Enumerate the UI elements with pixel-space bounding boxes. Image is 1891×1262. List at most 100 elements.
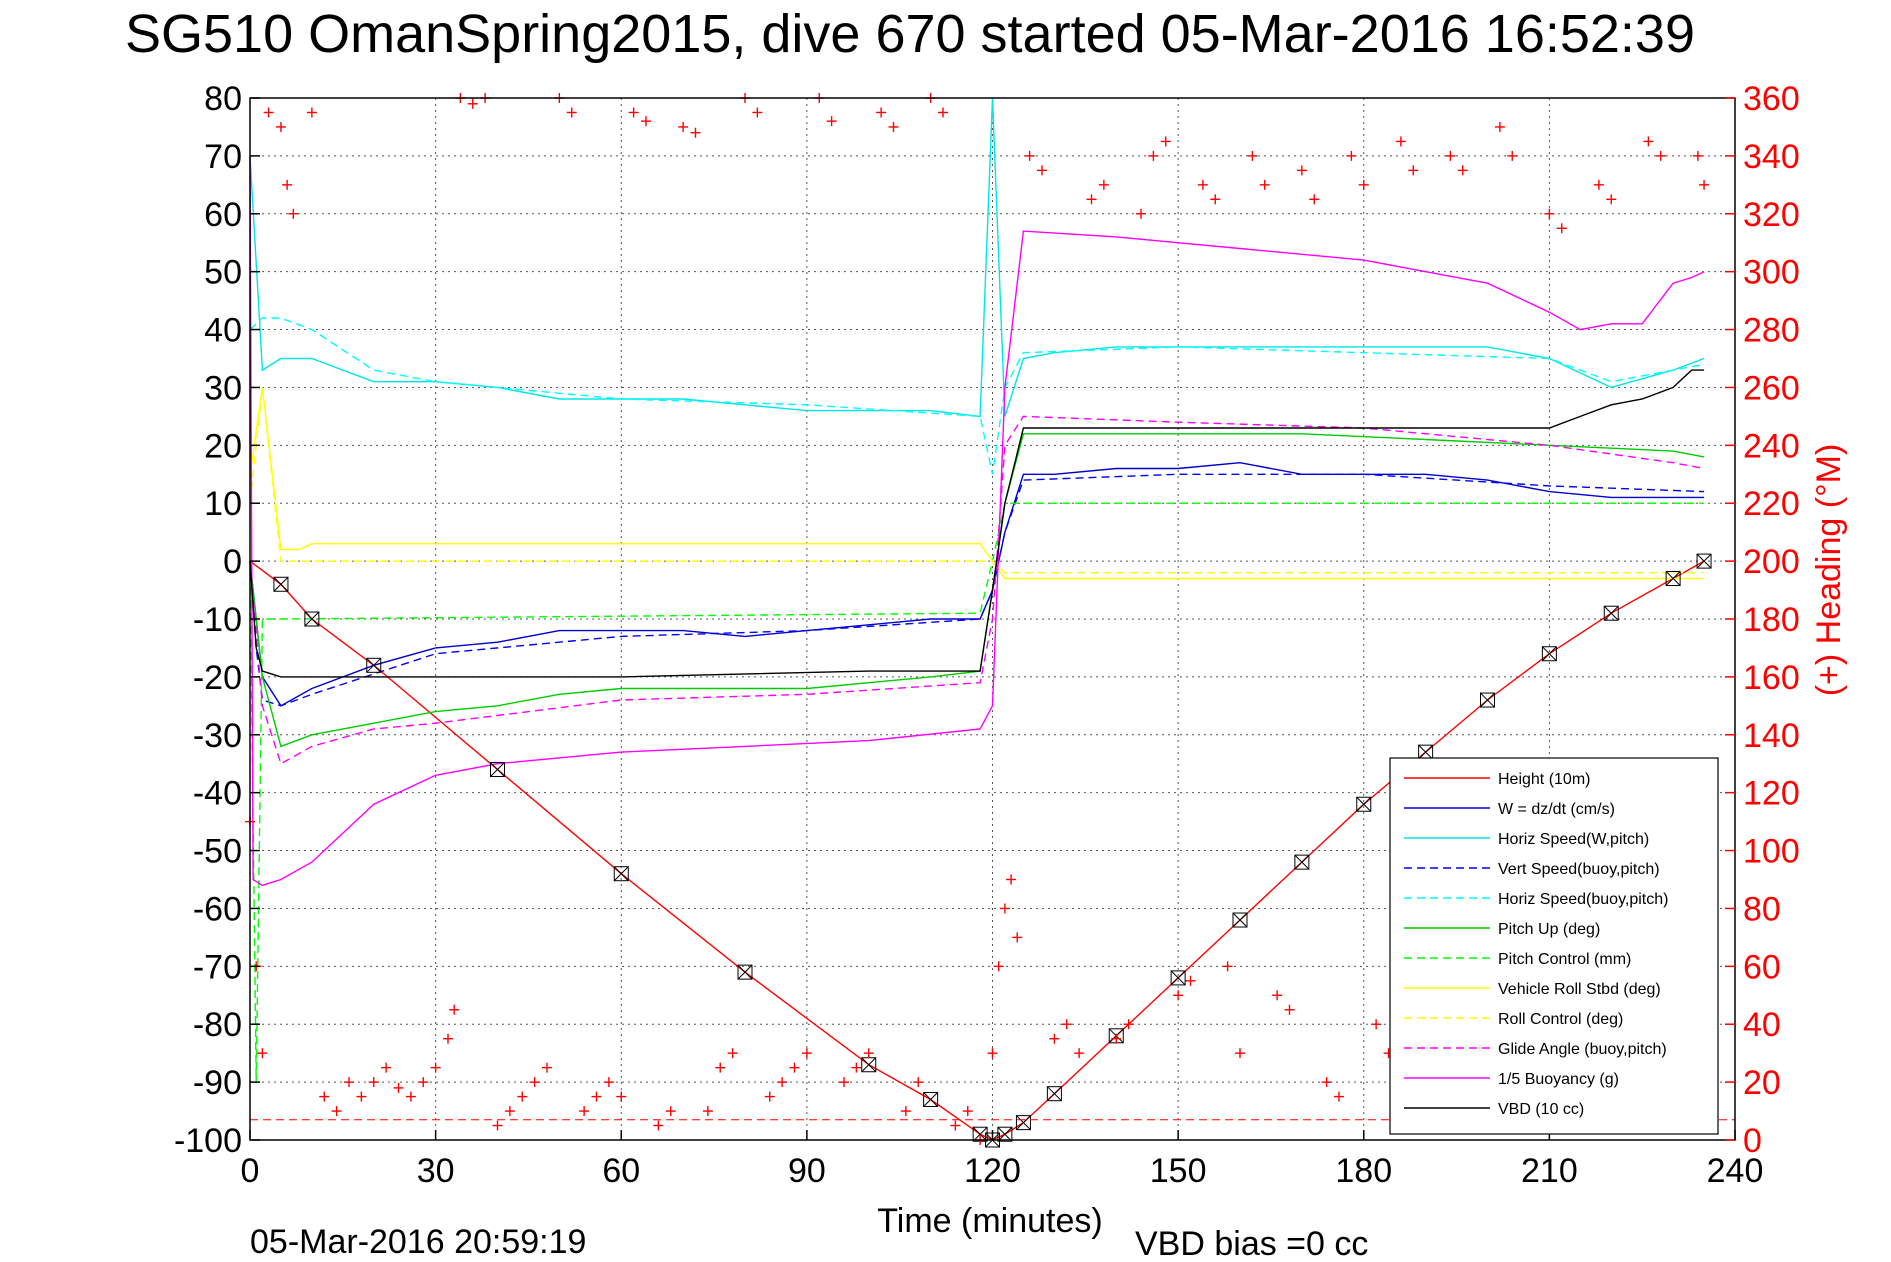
heading-point (344, 1077, 354, 1088)
y-axis-ticks: 80 70 60 50 40 30 20 10 0 -10 -20 -30 -40 -50 -60 -70 -8… (174, 80, 260, 1160)
heading-point (603, 1077, 614, 1088)
height-marker (737, 964, 753, 980)
heading-point (1074, 1048, 1085, 1059)
heading-point (1012, 932, 1023, 943)
y2-axis-label: (+) Heading (°M) (1810, 444, 1848, 697)
series-vbd-10-cc (249, 369, 1705, 678)
legend-label: Horiz Speed(W,pitch) (1498, 831, 1649, 848)
x-tick-label: 210 (1521, 1152, 1578, 1190)
y2-tick-label: 100 (1743, 833, 1800, 871)
y-tick-label: -70 (193, 948, 242, 986)
y-tick-label: 0 (223, 543, 242, 581)
y2-tick-label: 260 (1743, 369, 1800, 407)
height-marker (490, 762, 505, 778)
heading-point (702, 1106, 713, 1117)
heading-point (368, 1077, 379, 1088)
height-marker (1541, 646, 1557, 662)
heading-point (1136, 208, 1146, 219)
y2-tick-label: 160 (1743, 659, 1800, 697)
heading-point (1296, 165, 1307, 176)
heading-point (1507, 150, 1518, 161)
heading-point (1606, 194, 1617, 205)
legend: Height (10m) W = dz/dt (cm/s) Horiz Speed(… (1389, 757, 1719, 1135)
series-1-5-buoyancy-g (249, 155, 1705, 887)
heading-point (331, 1106, 342, 1117)
height-marker (1356, 796, 1372, 812)
y2-tick-label: 340 (1743, 138, 1800, 176)
height-marker (1170, 970, 1186, 986)
height-marker (861, 1057, 877, 1073)
series-pitch-control-mm (249, 502, 1705, 1083)
footer-vbd-bias: VBD bias =0 cc (1135, 1225, 1368, 1262)
y2-axis-ticks: 3603403203002802602402202001801601401201… (1725, 80, 1800, 1160)
heading-point (1210, 194, 1221, 205)
heading-point (826, 116, 837, 127)
y2-tick-label: 20 (1743, 1064, 1781, 1102)
height-marker (997, 1126, 1013, 1142)
legend-item: Pitch Control (mm) (1404, 951, 1631, 968)
heading-point (913, 1077, 924, 1088)
chart-title: SG510 OmanSpring2015, dive 670 started 0… (125, 4, 1695, 64)
heading-point (443, 1033, 453, 1044)
legend-item: Height (10m) (1404, 771, 1590, 788)
y2-tick-label: 0 (1743, 1122, 1762, 1160)
series-layer (249, 97, 1712, 1148)
heading-point (665, 1106, 676, 1117)
heading-point (1371, 1019, 1382, 1030)
heading-point (1544, 208, 1555, 219)
legend-label: Vert Speed(buoy,pitch) (1498, 861, 1660, 878)
series-horiz-speed-buoy-pitch (249, 317, 1705, 475)
heading-point (1049, 1033, 1060, 1044)
heading-point (715, 1062, 726, 1073)
heading-point (1098, 179, 1109, 190)
legend-item: 1/5 Buoyancy (g) (1404, 1071, 1619, 1088)
y-tick-label: -20 (193, 659, 242, 697)
heading-point (1494, 121, 1505, 132)
heading-point (1111, 1033, 1122, 1044)
series-vert-speed-buoy-pitch (249, 473, 1705, 707)
heading-point (727, 1048, 738, 1059)
heading-point (1593, 179, 1604, 190)
heading-point (467, 98, 478, 109)
x-tick-label: 0 (241, 1152, 260, 1190)
heading-point (1173, 990, 1184, 1001)
heading-point (1692, 150, 1703, 161)
height-marker (1665, 570, 1681, 586)
y-tick-label: -50 (193, 833, 242, 871)
y-tick-label: 20 (204, 427, 242, 465)
x-tick-label: 120 (964, 1152, 1021, 1190)
y2-tick-label: 200 (1743, 543, 1800, 581)
y2-tick-label: 40 (1743, 1006, 1781, 1044)
height-marker (1696, 553, 1712, 569)
heading-point (1037, 165, 1047, 176)
heading-point (628, 107, 639, 118)
heading-point (306, 107, 317, 118)
legend-label: Glide Angle (buoy,pitch) (1498, 1041, 1667, 1058)
y2-tick-label: 60 (1743, 948, 1781, 986)
legend-label: 1/5 Buoyancy (g) (1498, 1071, 1619, 1088)
heading-point (1445, 150, 1456, 161)
heading-point (1197, 179, 1208, 190)
heading-point (430, 1062, 441, 1073)
y2-tick-label: 360 (1743, 80, 1800, 118)
heading-point (1643, 136, 1654, 147)
y2-tick-label: 180 (1743, 601, 1800, 639)
heading-point (1235, 1048, 1245, 1059)
height-marker (923, 1091, 939, 1107)
footer-date: 05-Mar-2016 20:59:19 (250, 1223, 586, 1261)
heading-point (888, 121, 899, 132)
height-marker (1046, 1086, 1062, 1102)
heading-point (789, 1062, 800, 1073)
x-tick-label: 60 (602, 1152, 640, 1190)
heading-point (962, 1106, 973, 1117)
heading-point (263, 107, 274, 118)
heading-point (1358, 179, 1369, 190)
heading-point (275, 121, 286, 132)
legend-item: Vert Speed(buoy,pitch) (1404, 861, 1660, 878)
heading-point (393, 1082, 404, 1093)
legend-item: W = dz/dt (cm/s) (1404, 801, 1615, 818)
heading-point (839, 1077, 849, 1088)
heading-point (282, 179, 293, 190)
legend-item: Glide Angle (buoy,pitch) (1404, 1041, 1667, 1058)
y2-tick-label: 220 (1743, 485, 1800, 523)
